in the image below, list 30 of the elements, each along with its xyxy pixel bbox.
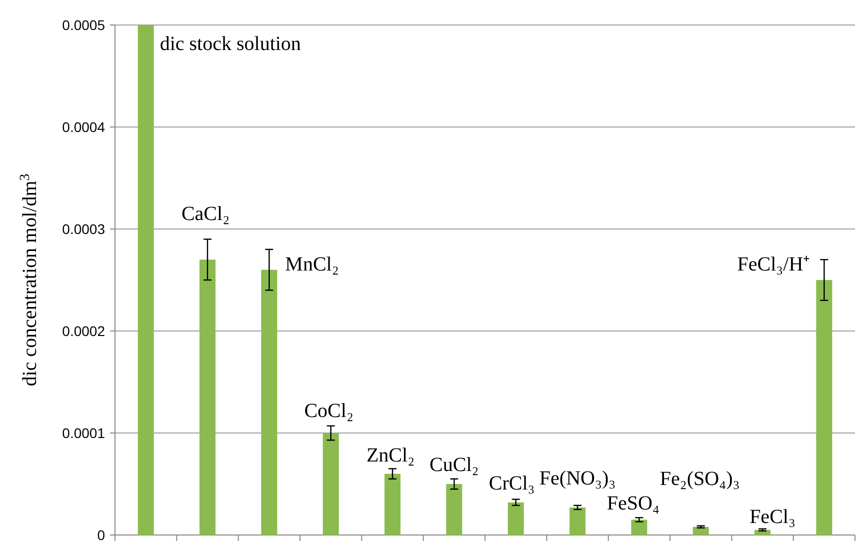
annotation: FeCl₃/H⁺ [737, 254, 810, 276]
bar [692, 526, 709, 535]
bar [384, 474, 400, 535]
y-tick-label: 0.0001 [62, 424, 106, 441]
bar [570, 507, 586, 535]
annotation: FeCl₃ [750, 506, 796, 528]
annotation: FeSO₄ [606, 492, 660, 515]
y-tick-label: 0.0004 [62, 118, 106, 135]
bar [261, 270, 278, 535]
y-tick-label: 0.0002 [62, 322, 106, 339]
bar [200, 260, 216, 535]
annotation: dic stock solution [160, 33, 301, 55]
bar [138, 25, 154, 535]
annotation: CoCl₂ [304, 400, 354, 422]
bar [322, 433, 339, 535]
annotation: Fe₂(SO₄)₃ [660, 468, 740, 490]
bar [508, 502, 524, 535]
y-tick-label: 0.0003 [62, 220, 106, 237]
bar [631, 520, 648, 535]
y-tick-label: 0 [97, 526, 106, 541]
annotation: CrCl₃ [488, 472, 535, 494]
annotation: ZnCl₂ [366, 444, 415, 467]
bar [816, 280, 832, 535]
annotation: Fe(NO₃)₃ [539, 467, 616, 490]
annotation: CuCl₂ [430, 454, 479, 476]
annotation: MnCl₂ [285, 253, 339, 276]
bar [754, 530, 770, 535]
y-tick-label: 0.0005 [62, 16, 106, 33]
bar [446, 484, 462, 535]
annotation: CaCl₂ [181, 203, 230, 226]
